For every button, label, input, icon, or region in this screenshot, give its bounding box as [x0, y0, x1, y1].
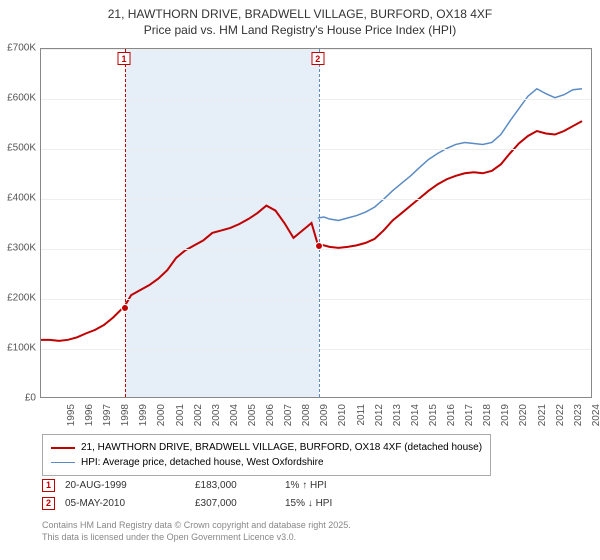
xtick-label: 1995 [66, 404, 77, 434]
sale-date: 20-AUG-1999 [65, 480, 185, 491]
series-lines [41, 49, 591, 397]
xtick-label: 2000 [156, 404, 167, 434]
footer-line-2: This data is licensed under the Open Gov… [42, 532, 351, 544]
legend-swatch [51, 462, 75, 464]
xtick-label: 2004 [229, 404, 240, 434]
footer-attribution: Contains HM Land Registry data © Crown c… [42, 520, 351, 543]
xtick-label: 2009 [319, 404, 330, 434]
xtick-label: 2024 [591, 404, 600, 434]
sale-row-badge: 2 [42, 497, 55, 510]
xtick-label: 2001 [175, 404, 186, 434]
xtick-label: 1999 [138, 404, 149, 434]
xtick-label: 2022 [555, 404, 566, 434]
sale-date: 05-MAY-2010 [65, 498, 185, 509]
ytick-label: £300K [0, 243, 36, 254]
sale-marker-line [319, 49, 320, 397]
xtick-label: 2021 [537, 404, 548, 434]
xtick-label: 2016 [446, 404, 457, 434]
ytick-label: £600K [0, 93, 36, 104]
xtick-label: 1997 [102, 404, 113, 434]
xtick-label: 2010 [337, 404, 348, 434]
sale-marker-line [125, 49, 126, 397]
sale-table: 1 20-AUG-1999 £183,000 1% ↑ HPI 2 05-MAY-2010… [42, 476, 365, 512]
gridline-h [41, 49, 591, 50]
gridline-h [41, 99, 591, 100]
sale-table-row: 2 05-MAY-2010 £307,000 15% ↓ HPI [42, 494, 365, 512]
xtick-label: 1996 [84, 404, 95, 434]
sale-price: £183,000 [195, 480, 275, 491]
gridline-h [41, 299, 591, 300]
legend-label: HPI: Average price, detached house, West… [81, 457, 324, 468]
xtick-label: 2018 [482, 404, 493, 434]
title-block: 21, HAWTHORN DRIVE, BRADWELL VILLAGE, BU… [0, 0, 600, 40]
xtick-label: 2003 [211, 404, 222, 434]
xtick-label: 2023 [573, 404, 584, 434]
ytick-label: £200K [0, 293, 36, 304]
title-line-1: 21, HAWTHORN DRIVE, BRADWELL VILLAGE, BU… [10, 6, 590, 22]
xtick-label: 1998 [120, 404, 131, 434]
xtick-label: 2006 [265, 404, 276, 434]
sale-point [315, 242, 323, 250]
sale-row-badge: 1 [42, 479, 55, 492]
ytick-label: £400K [0, 193, 36, 204]
sale-point [121, 304, 129, 312]
ytick-label: £0 [0, 393, 36, 404]
xtick-label: 2019 [500, 404, 511, 434]
sale-delta: 15% ↓ HPI [285, 498, 365, 509]
legend-swatch [51, 447, 75, 449]
xtick-label: 2011 [356, 404, 367, 434]
gridline-h [41, 149, 591, 150]
xtick-label: 2005 [247, 404, 258, 434]
legend-row: HPI: Average price, detached house, West… [51, 455, 482, 470]
sale-table-row: 1 20-AUG-1999 £183,000 1% ↑ HPI [42, 476, 365, 494]
xtick-label: 2020 [518, 404, 529, 434]
sale-marker-badge: 2 [311, 52, 324, 65]
xtick-label: 2014 [410, 404, 421, 434]
xtick-label: 2007 [283, 404, 294, 434]
gridline-h [41, 349, 591, 350]
chart-container: 21, HAWTHORN DRIVE, BRADWELL VILLAGE, BU… [0, 0, 600, 560]
xtick-label: 2002 [193, 404, 204, 434]
xtick-label: 2017 [464, 404, 475, 434]
legend-row: 21, HAWTHORN DRIVE, BRADWELL VILLAGE, BU… [51, 440, 482, 455]
gridline-h [41, 249, 591, 250]
legend-label: 21, HAWTHORN DRIVE, BRADWELL VILLAGE, BU… [81, 442, 482, 453]
legend: 21, HAWTHORN DRIVE, BRADWELL VILLAGE, BU… [42, 434, 491, 476]
xtick-label: 2008 [301, 404, 312, 434]
plot-area [40, 48, 592, 398]
sale-delta: 1% ↑ HPI [285, 480, 365, 491]
xtick-label: 2012 [374, 404, 385, 434]
gridline-h [41, 199, 591, 200]
series-hpi [318, 89, 582, 221]
xtick-label: 2013 [392, 404, 403, 434]
footer-line-1: Contains HM Land Registry data © Crown c… [42, 520, 351, 532]
title-line-2: Price paid vs. HM Land Registry's House … [10, 22, 590, 38]
ytick-label: £100K [0, 343, 36, 354]
ytick-label: £700K [0, 43, 36, 54]
xtick-label: 2015 [428, 404, 439, 434]
sale-price: £307,000 [195, 498, 275, 509]
ytick-label: £500K [0, 143, 36, 154]
sale-marker-badge: 1 [117, 52, 130, 65]
